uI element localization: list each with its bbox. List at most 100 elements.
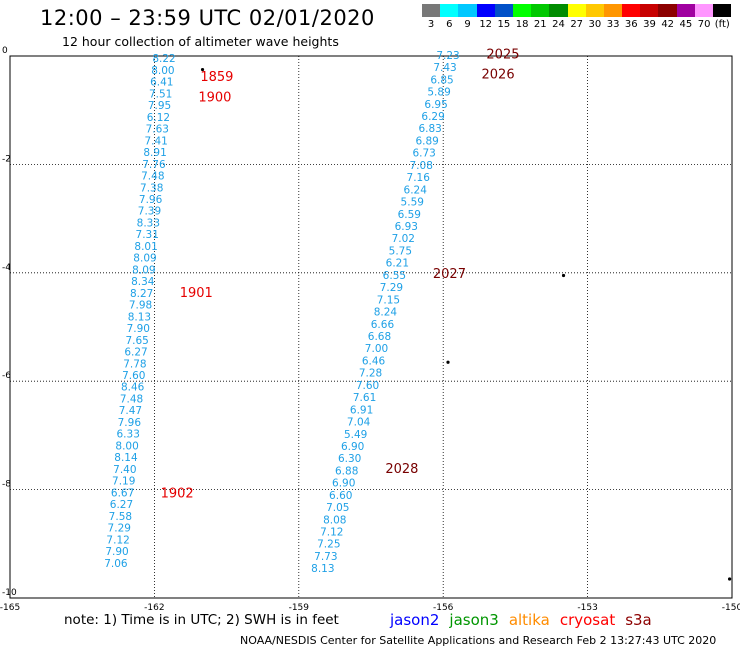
wave-height-value: 7.05 [326,502,349,514]
island-dot [727,577,732,581]
wave-height-value: 6.85 [430,74,453,86]
color-legend: 3 6 9 12 15 18 21 24 27 30 33 36 39 42 45 70 (ft) [422,4,732,33]
wave-height-value: 8.33 [137,217,160,229]
wave-height-value: 6.83 [418,123,441,135]
credit-line: NOAA/NESDIS Center for Satellite Applica… [240,634,717,647]
page-subtitle: 12 hour collection of altimeter wave hei… [62,34,339,49]
lat-tick-label: 0 [2,46,8,56]
pass-time-label: 2025 [486,47,519,62]
wave-height-value: 7.29 [108,523,131,535]
wave-height-value: 6.27 [124,347,147,359]
wave-height-value: 6.91 [350,404,373,416]
legend-swatch [713,4,732,17]
pass-time-label: 1901 [180,286,213,301]
lon-tick-label: -150 [722,603,740,613]
wave-height-value: 7.02 [392,233,415,245]
legend-label: 3 [427,19,435,30]
lon-tick-label: -153 [577,603,597,613]
wave-height-value: 8.09 [132,264,155,276]
wave-height-value: 7.38 [140,182,163,194]
wave-height-value: 6.21 [386,258,409,270]
wave-height-value: 6.95 [424,99,447,111]
wave-height-value: 7.76 [142,159,166,171]
pass-time-label: 2027 [433,267,466,282]
wave-height-value: 7.40 [113,464,136,476]
wave-height-value: 8.14 [114,452,138,464]
legend-label: 27 [570,19,584,30]
wave-height-value: 7.00 [365,343,388,355]
wave-height-value: 7.90 [127,323,150,335]
wave-height-value: 6.67 [111,487,134,499]
wave-height-value: 7.39 [138,206,161,218]
wave-height-value: 8.46 [121,382,145,394]
wave-height-value: 6.90 [341,441,364,453]
wave-height-value: 7.78 [123,358,146,370]
pass-time-label: 1859 [200,70,233,85]
legend-swatch [494,4,513,17]
wave-height-value: 6.68 [368,331,391,343]
lon-tick-label: -162 [144,603,164,613]
legend-swatch [531,4,550,17]
wave-height-value: 7.12 [320,527,343,539]
legend-label: 33 [606,19,620,30]
satellite-cryosat: cryosat [559,611,616,629]
wave-height-value: 6.27 [110,499,133,511]
island-dot [200,67,205,72]
legend-swatch [440,4,459,17]
wave-height-value: 7.51 [149,88,172,100]
wave-height-value: 7.15 [377,294,400,306]
lat-tick-label: -6 [2,371,11,381]
legend-swatch [422,4,441,17]
legend-label: 9 [464,19,471,30]
lat-tick-label: -8 [2,480,11,490]
legend-label: 30 [588,19,602,30]
wave-height-value: 7.96 [118,417,142,429]
wave-height-value: 8.24 [374,307,398,319]
wave-height-value: 7.41 [144,135,167,147]
wave-height-value: 5.59 [401,197,424,209]
wave-height-value: 7.43 [433,62,456,74]
pass-time-label: 1900 [198,91,231,106]
lon-tick-label: -165 [0,603,20,613]
wave-height-value: 6.12 [147,112,170,124]
wave-height-value: 7.96 [139,194,163,206]
page-title: 12:00 – 23:59 UTC 02/01/2020 [40,6,375,30]
wave-height-value: 6.59 [398,209,421,221]
pass-time-label: 2028 [385,462,418,477]
wave-height-value: 8.13 [128,311,151,323]
legend-label: 70 [697,19,711,30]
wave-height-value: 6.88 [335,465,358,477]
legend-swatch [603,4,623,17]
wave-height-value: 7.16 [407,172,431,184]
legend-label: 6 [446,19,453,30]
legend-swatch [622,4,641,17]
legend-color-bar [422,4,732,17]
legend-swatch [676,4,695,17]
pass-time-label: 2026 [482,67,515,82]
wave-height-value: 6.29 [421,111,444,123]
wave-height-value: 5.75 [389,245,412,257]
wave-height-value: 7.47 [119,405,142,417]
wave-height-value: 7.06 [104,558,128,570]
wave-height-value: 7.61 [353,392,376,404]
wave-height-value: 7.98 [129,300,152,312]
lon-tick-label: -159 [289,603,310,613]
wave-height-value: 8.91 [143,147,166,159]
wave-height-value: 7.04 [347,417,371,429]
wave-height-value: 6.33 [117,429,140,441]
wave-height-value: 5.89 [427,87,450,99]
legend-label: 39 [643,19,656,30]
wave-height-value: 7.25 [317,539,340,551]
wave-height-value: 8.00 [115,440,138,452]
wave-height-value: 8.27 [130,288,153,300]
map-frame [9,55,733,599]
wave-height-value: 8.34 [131,276,155,288]
legend-swatch [458,4,477,17]
wave-height-value: 8.09 [133,253,156,265]
wave-height-value: 8.13 [311,563,334,575]
wave-height-value: 7.58 [109,511,132,523]
wave-height-value: 7.60 [356,380,379,392]
lat-tick-label: -2 [2,154,11,164]
wave-height-value: 6.46 [362,355,386,367]
pass-time-label: 1902 [161,486,194,501]
